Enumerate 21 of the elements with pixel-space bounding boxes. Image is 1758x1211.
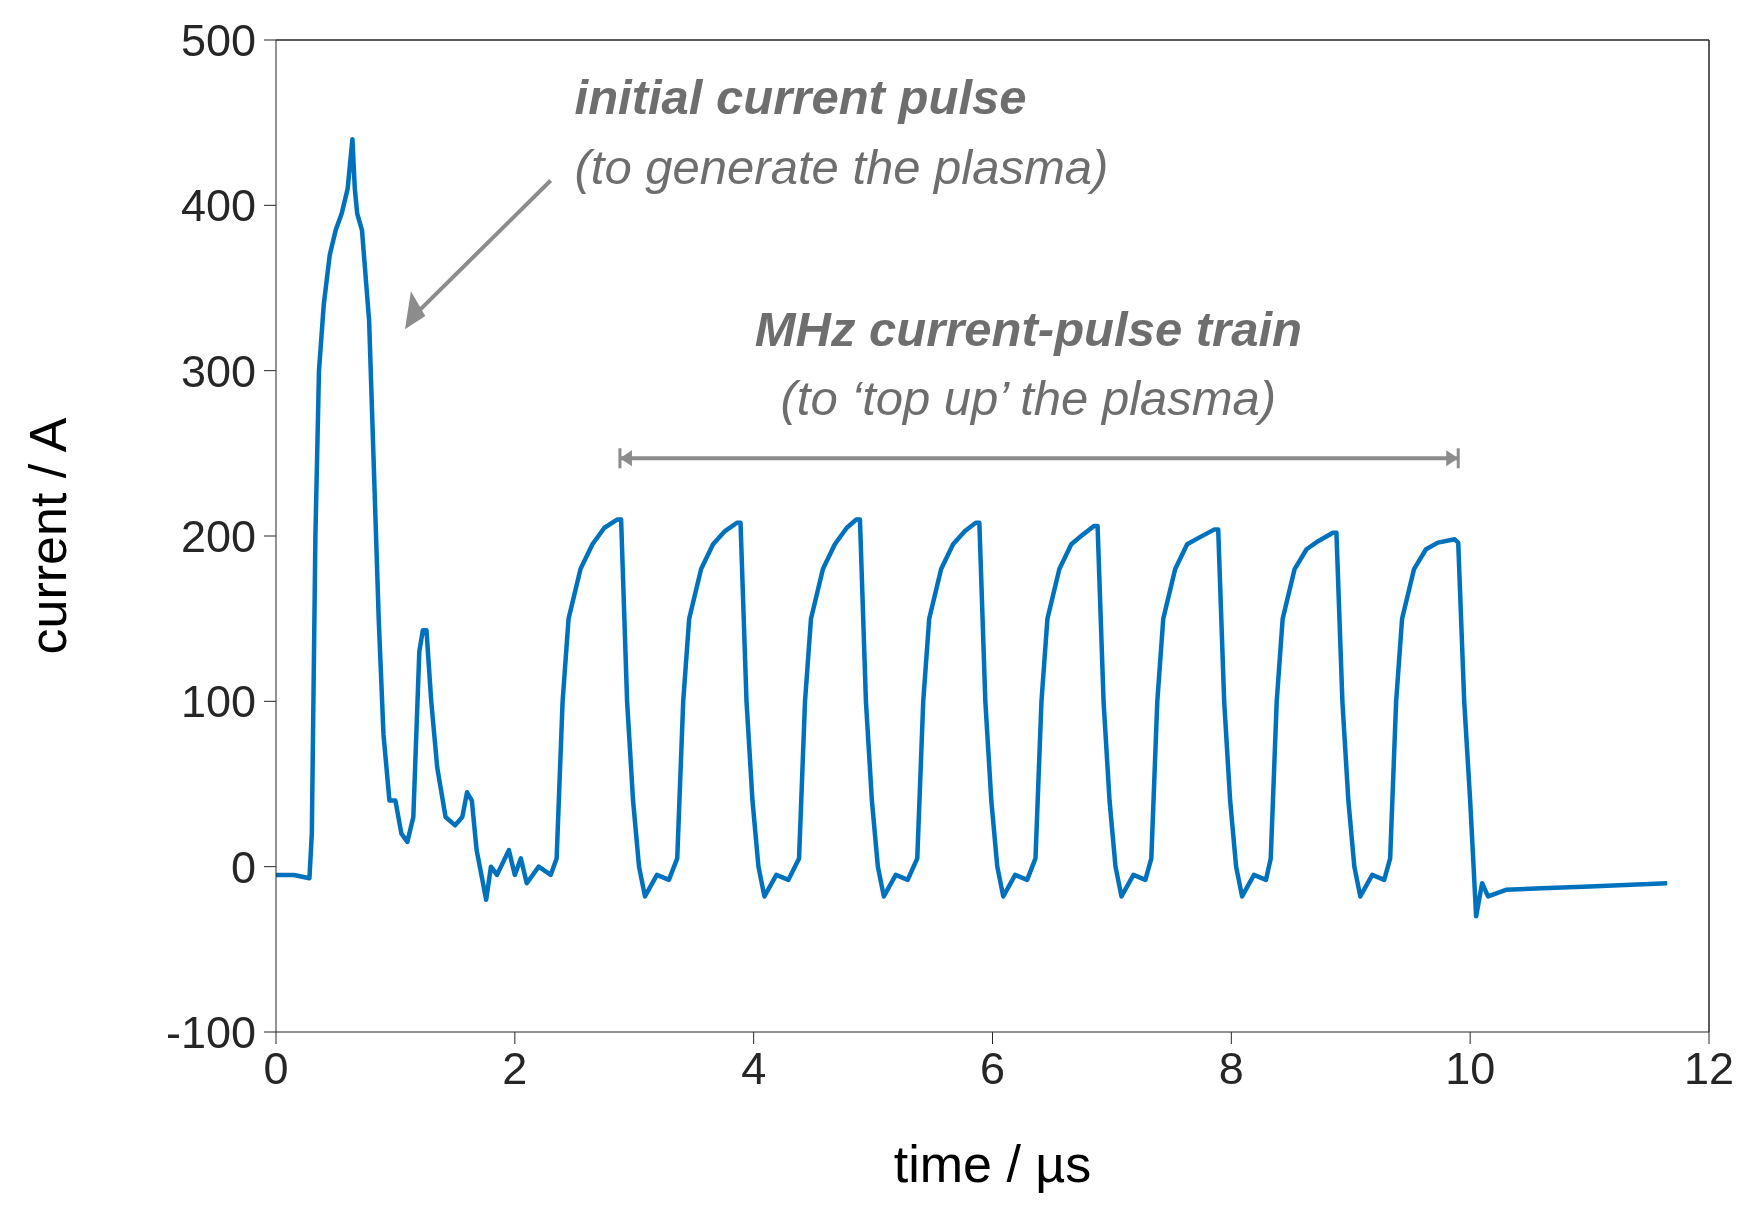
annotation: (to ‘top up’ the plasma) [780,371,1277,426]
x-axis-title: time / µs [893,1135,1092,1193]
annotation: initial current pulse [574,70,1027,125]
annotation: (to generate the plasma) [574,139,1109,194]
x-tick-label: 12 [1683,1042,1735,1094]
y-tick-label: 400 [180,180,256,232]
annotation: MHz current-pulse train [754,301,1302,356]
y-tick-label: 200 [180,510,256,562]
y-tick-label: 100 [180,676,256,728]
y-tick-label: 500 [180,14,256,66]
x-tick-label: 6 [979,1042,1006,1094]
y-tick-label: 300 [180,345,256,397]
y-axis-title: current / A [19,417,78,655]
y-tick-label: -100 [165,1006,256,1058]
x-tick-label: 8 [1218,1042,1244,1094]
y-tick-label: 0 [230,841,256,893]
x-tick-label: 0 [263,1042,289,1094]
x-tick-label: 2 [502,1042,528,1094]
x-tick-label: 4 [741,1042,767,1094]
x-tick-label: 10 [1445,1042,1496,1094]
line-series [276,136,1670,919]
